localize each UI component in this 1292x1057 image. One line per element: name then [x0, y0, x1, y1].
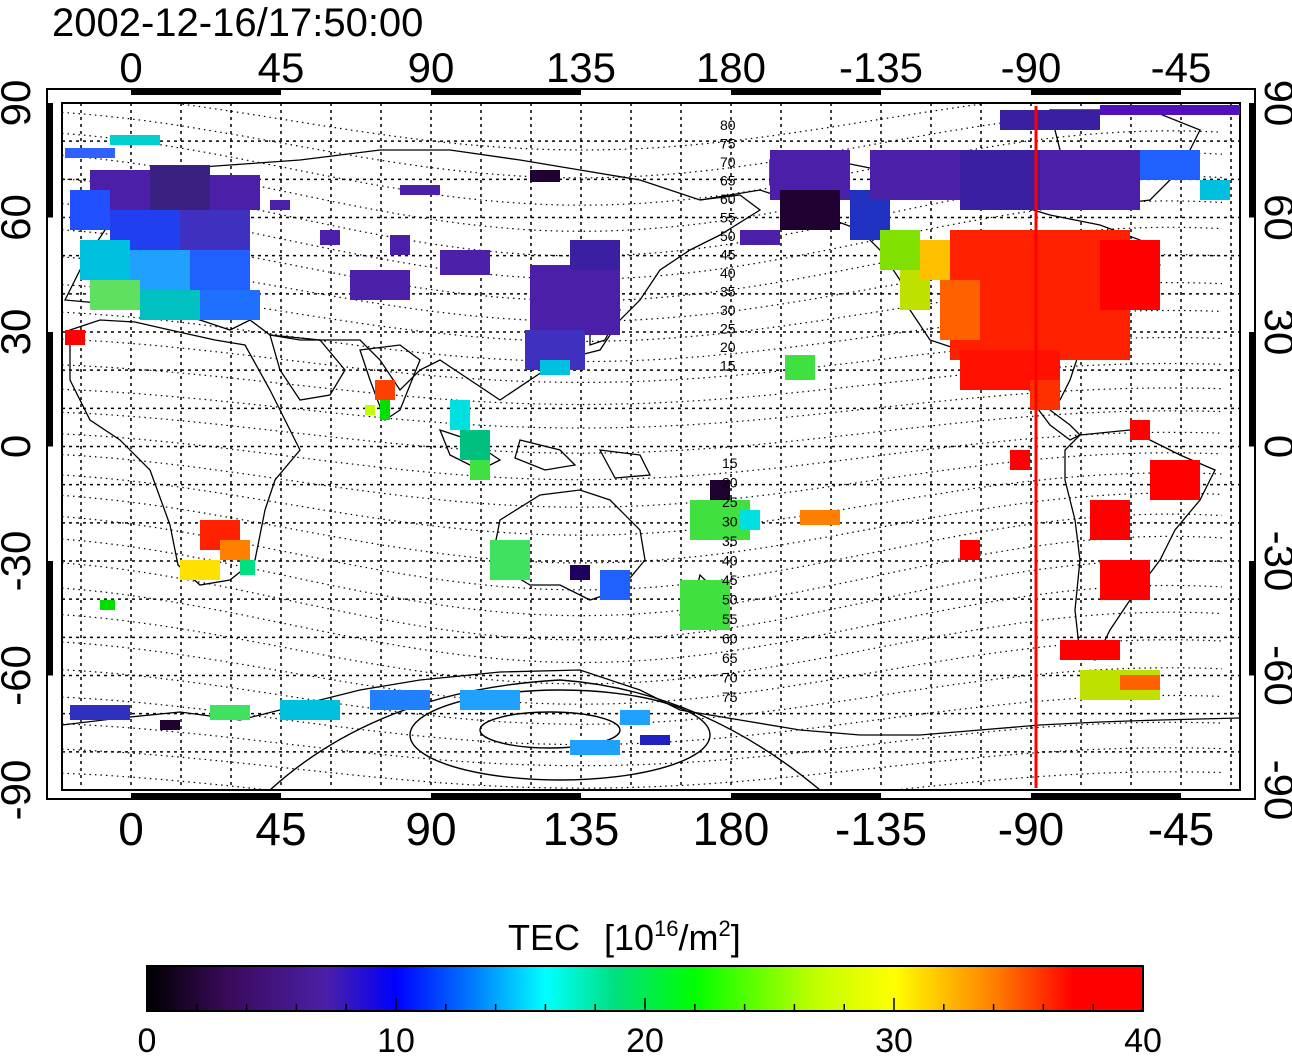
left-lat-label-6: -90 [0, 760, 39, 821]
bottom-lon-label-6: -90 [998, 803, 1064, 855]
contour-label-north-10: 30 [720, 302, 736, 318]
contour-label-south-8: 55 [722, 611, 738, 627]
contour-label-north-1: 75 [720, 136, 736, 152]
top-lon-label-4: 180 [696, 44, 766, 91]
bottom-lon-label-1: 45 [255, 803, 306, 855]
contour-label-south-9: 60 [722, 631, 738, 647]
contour-label-north-6: 50 [720, 228, 736, 244]
top-longitude-labels: 0 45 90 135 180 -135 -90 -45 [119, 44, 1211, 91]
contour-label-north-0: 80 [720, 117, 736, 133]
contour-value-labels: 80 75 70 65 60 55 50 45 40 35 30 25 20 15 15 20 25 30 35 40… [720, 117, 738, 705]
tec-data-points [65, 105, 1240, 755]
bottom-lon-label-4: 180 [693, 803, 770, 855]
right-lat-label-1: 60 [1256, 194, 1292, 241]
right-lat-label-3: 0 [1256, 435, 1292, 458]
right-lat-label-2: 30 [1256, 309, 1292, 356]
contour-label-south-6: 45 [722, 572, 738, 588]
right-latitude-labels: 90 60 30 0 -30 -60 -90 [1256, 80, 1292, 821]
contour-label-south-4: 35 [722, 533, 738, 549]
left-lat-label-1: 60 [0, 194, 39, 241]
colorbar-tick-0: 0 [138, 1022, 157, 1057]
colorbar-tick-1: 10 [377, 1022, 415, 1057]
top-lon-label-7: -45 [1151, 44, 1212, 91]
contour-label-north-3: 65 [720, 173, 736, 189]
top-lon-label-3: 135 [546, 44, 616, 91]
contour-label-south-2: 25 [722, 494, 738, 510]
contour-label-north-11: 25 [720, 321, 736, 337]
contour-label-south-1: 20 [722, 475, 738, 491]
map-frame [46, 88, 1256, 800]
contour-label-north-7: 45 [720, 247, 736, 263]
colorbar-ticks: 0 10 20 30 40 [138, 998, 1162, 1057]
colorbar-label: TEC [1016/m2] [508, 916, 741, 958]
contour-label-south-10: 65 [722, 650, 738, 666]
contour-label-north-2: 70 [720, 154, 736, 170]
contour-label-north-8: 40 [720, 265, 736, 281]
colorbar-tick-3: 30 [875, 1022, 913, 1057]
right-lat-label-6: -90 [1256, 760, 1292, 821]
contour-label-north-13: 15 [720, 358, 736, 374]
map-title: 2002-12-16/17:50:00 [52, 1, 423, 45]
top-lon-label-2: 90 [408, 44, 455, 91]
left-latitude-labels: 90 60 30 0 -30 -60 -90 [0, 80, 39, 821]
contour-label-north-12: 20 [720, 339, 736, 355]
contour-label-north-5: 55 [720, 210, 736, 226]
contour-label-south-0: 15 [722, 455, 738, 471]
contour-label-south-12: 75 [722, 689, 738, 705]
top-lon-label-1: 45 [258, 44, 305, 91]
bottom-lon-label-3: 135 [543, 803, 620, 855]
top-lon-label-0: 0 [119, 44, 142, 91]
top-lon-label-6: -90 [1001, 44, 1062, 91]
colorbar-tick-2: 20 [626, 1022, 664, 1057]
contour-label-south-5: 40 [722, 553, 738, 569]
bottom-lon-label-5: -135 [835, 803, 927, 855]
colorbar: TEC [1016/m2] 0 10 20 30 40 [138, 916, 1162, 1057]
contour-label-north-9: 35 [720, 284, 736, 300]
contour-label-south-3: 30 [722, 514, 738, 530]
left-lat-label-2: 30 [0, 309, 39, 356]
right-lat-label-5: -60 [1256, 645, 1292, 706]
bottom-longitude-labels: 0 45 90 135 180 -135 -90 -45 [118, 803, 1214, 855]
top-lon-label-5: -135 [839, 44, 923, 91]
colorbar-tick-4: 40 [1124, 1022, 1162, 1057]
contour-label-north-4: 60 [720, 191, 736, 207]
right-lat-label-0: 90 [1256, 80, 1292, 127]
left-lat-label-0: 90 [0, 80, 39, 127]
left-lat-label-4: -30 [0, 531, 39, 592]
left-lat-label-5: -60 [0, 645, 39, 706]
contour-label-south-7: 50 [722, 592, 738, 608]
left-lat-label-3: 0 [0, 435, 39, 458]
contour-label-south-11: 70 [722, 670, 738, 686]
bottom-lon-label-2: 90 [405, 803, 456, 855]
right-lat-label-4: -30 [1256, 531, 1292, 592]
bottom-lon-label-0: 0 [118, 803, 144, 855]
bottom-lon-label-7: -45 [1148, 803, 1214, 855]
